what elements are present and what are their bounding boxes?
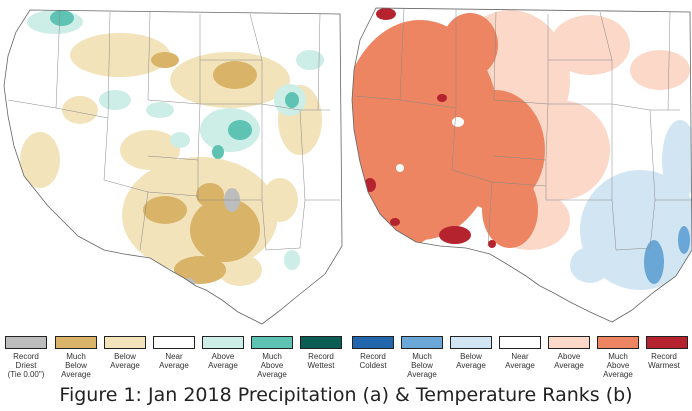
legend-swatch-near-average-precip [153,336,195,349]
legend-label-above-average-precip: Above Average [208,352,238,370]
legend-swatch-record-coldest [352,336,394,349]
legend-label-record-coldest: Record Coldest [359,352,387,370]
legend-swatch-above-average-precip [202,336,244,349]
legend-label-much-above-average-precip: Much Above Average [257,352,287,379]
legend-swatch-much-above-average-temp [597,336,639,349]
legend: Record Driest (Tie 0.00") Much Below Average… [0,336,692,386]
legend-swatch-above-average-temp [548,336,590,349]
legend-label-below-average-precip: Below Average [110,352,140,370]
legend-label-near-average-precip: Near Average [159,352,189,370]
legend-swatch-record-warmest [646,336,688,349]
temp-much-above-average-regions [352,13,545,248]
temp-record-warmest-regions [364,8,496,248]
legend-label-much-below-average-precip: Much Below Average [61,352,91,379]
legend-label-near-average-temp: Near Average [505,352,535,370]
legend-swatch-near-average-temp [499,336,541,349]
temperature-map [351,7,692,323]
legend-swatch-much-below-average-precip [55,336,97,349]
temp-much-below-average-regions [644,226,690,284]
legend-label-much-above-average-temp: Much Above Average [603,352,633,379]
legend-label-below-average-temp: Below Average [456,352,486,370]
legend-label-much-below-average-temp: Much Below Average [407,352,437,379]
legend-swatch-below-average-precip [104,336,146,349]
legend-label-record-warmest: Record Warmest [648,352,680,370]
precipitation-map [3,9,343,325]
precip-state-boundaries [7,10,340,251]
legend-swatch-much-above-average-precip [251,336,293,349]
precip-much-below-average-regions [143,52,260,284]
legend-label-record-wettest: Record Wettest [307,352,335,370]
temp-state-boundaries [355,8,692,251]
figure-caption: Figure 1: Jan 2018 Precipitation (a) & T… [59,384,633,406]
legend-swatch-much-below-average-temp [401,336,443,349]
legend-label-record-driest: Record Driest (Tie 0.00") [7,352,45,379]
maps [3,7,692,325]
precip-much-above-average-regions [50,10,299,159]
legend-swatch-record-wettest [300,336,342,349]
legend-swatch-record-driest [5,336,47,349]
legend-label-above-average-temp: Above Average [554,352,584,370]
legend-swatch-below-average-temp [450,336,492,349]
